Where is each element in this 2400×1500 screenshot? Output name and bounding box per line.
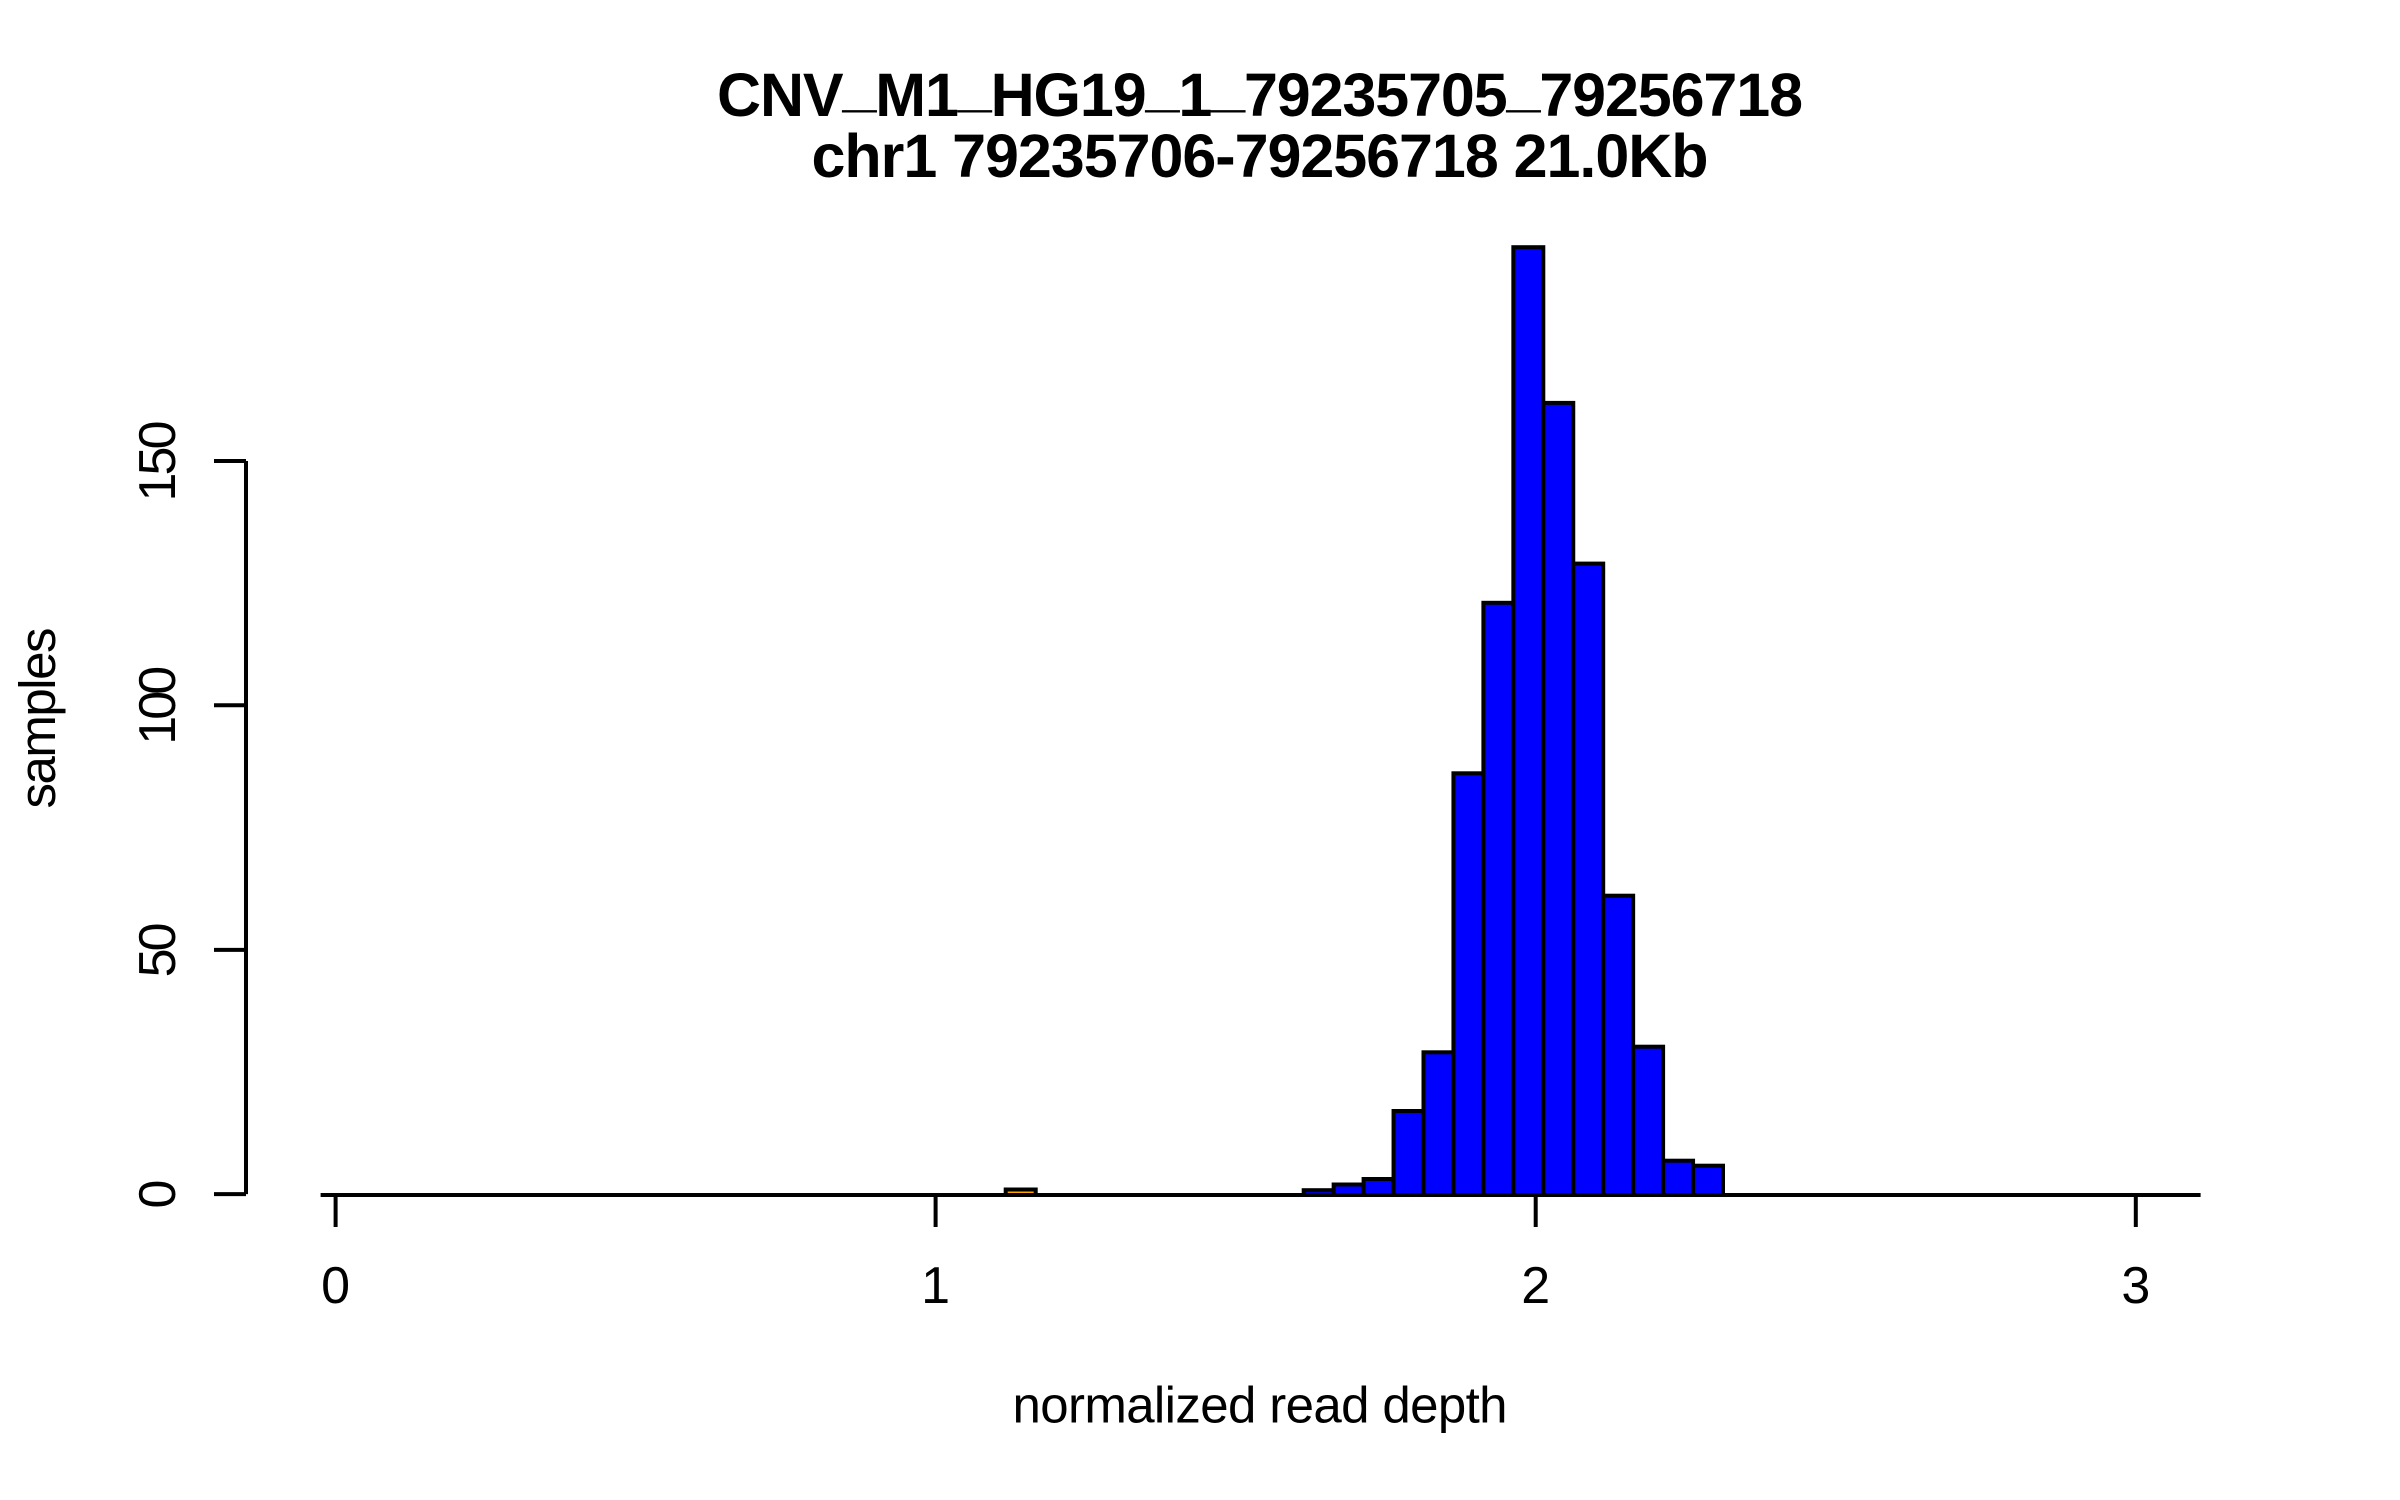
svg-text:samples: samples: [9, 628, 66, 809]
svg-text:1: 1: [921, 1257, 950, 1315]
svg-text:CNV_M1_HG19_1_79235705_7925671: CNV_M1_HG19_1_79235705_79256718: [717, 50, 1803, 129]
svg-text:0: 0: [129, 1180, 187, 1209]
svg-text:3: 3: [2121, 1257, 2150, 1315]
svg-text:2: 2: [1521, 1257, 1550, 1315]
svg-text:50: 50: [129, 922, 187, 977]
svg-text:chr1 79235706-79256718 21.0Kb: chr1 79235706-79256718 21.0Kb: [812, 122, 1709, 190]
svg-text:150: 150: [129, 421, 187, 502]
svg-text:normalized read depth: normalized read depth: [1013, 1377, 1508, 1434]
svg-text:100: 100: [129, 666, 187, 745]
svg-text:0: 0: [321, 1257, 350, 1315]
